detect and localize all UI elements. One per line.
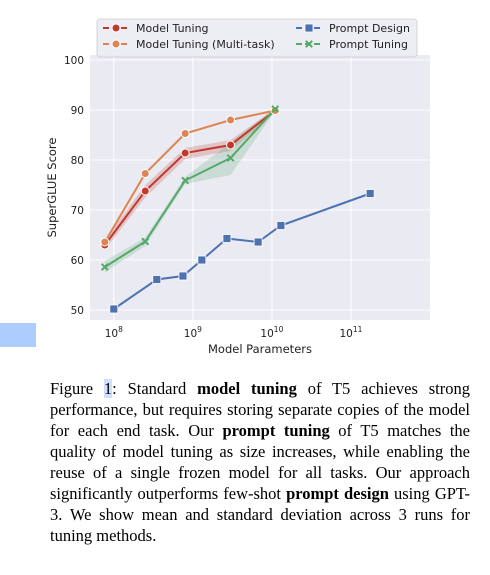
x-tick-label: 1010 — [260, 325, 283, 340]
model-tuning-legend-marker — [111, 23, 121, 33]
x-tick-label: 108 — [105, 325, 123, 340]
prompt-design-point — [152, 275, 162, 284]
model-tuning-multi-task-point — [180, 129, 190, 138]
prompt-tuning-point — [181, 176, 190, 185]
y-tick-label: 100 — [64, 55, 84, 67]
prompt-design-legend-marker — [304, 23, 314, 33]
caption-bold-model-tuning: model tuning — [197, 379, 297, 398]
grid — [90, 55, 430, 320]
model-tuning-multi-task-legend-label: Model Tuning (Multi-task) — [136, 38, 275, 51]
caption-text-1: of T5 achieves strong performance, but r… — [50, 379, 471, 440]
model-tuning-multi-task-point — [140, 169, 150, 178]
model-tuning-point — [140, 186, 150, 196]
caption-text-3: using GPT-3. We show mean and standard d… — [50, 484, 470, 545]
chart: 50 60 70 80 90 100 108 109 1010 1011 Model Param… — [45, 18, 430, 356]
x-tick-label: 109 — [184, 325, 202, 340]
prompt-tuning-point — [141, 237, 150, 246]
model-tuning-point — [180, 148, 190, 158]
legend: Model Tuning Model Tuning (Multi-task) Pro… — [96, 18, 418, 58]
model-tuning-multi-task-point — [270, 106, 280, 115]
prompt-design-point — [109, 304, 119, 314]
y-tick-labels: 50 60 70 80 90 100 — [64, 55, 84, 317]
y-tick-label: 90 — [71, 105, 84, 117]
prompt-design-point — [253, 237, 263, 247]
prompt-tuning-legend-label: Prompt Tuning — [329, 38, 408, 51]
prompt-design-legend-label: Prompt Design — [329, 22, 410, 35]
model-tuning-point — [226, 140, 236, 150]
y-tick-label: 70 — [71, 205, 84, 217]
caption-bold-prompt-tuning: prompt tuning — [222, 421, 330, 440]
prompt-tuning-point — [226, 154, 235, 162]
plot-background — [90, 55, 430, 320]
model-tuning-multi-task-point — [100, 237, 110, 247]
prompt-design-point — [197, 255, 207, 265]
caption-text-2: of T5 matches the quality of model tunin… — [50, 421, 470, 503]
caption-figure-word: Figure — [50, 379, 104, 398]
y-tick-label: 80 — [71, 155, 84, 167]
caption-bold-prompt-design: prompt design — [286, 484, 389, 503]
model-tuning-multi-task-legend-marker — [111, 39, 121, 49]
prompt-design-point — [222, 234, 232, 243]
prompt-tuning-point — [100, 263, 109, 271]
y-tick-label: 50 — [71, 305, 84, 317]
prompt-tuning-point — [271, 105, 280, 113]
model-tuning-multi-task-point — [226, 115, 236, 125]
x-axis-label: Model Parameters — [208, 342, 312, 356]
series-markers — [100, 105, 375, 314]
prompt-tuning-legend-marker — [305, 40, 313, 48]
x-tick-labels: 108 109 1010 1011 — [105, 325, 363, 340]
legend-box — [96, 18, 418, 58]
y-tick-label: 60 — [71, 255, 84, 267]
caption-colon: : Standard — [112, 379, 198, 398]
model-tuning-legend-label: Model Tuning — [136, 22, 209, 35]
prompt-design-point — [276, 221, 286, 230]
prompt-design-point — [365, 189, 375, 198]
margin-highlight — [0, 323, 36, 347]
x-tick-label: 1011 — [339, 325, 362, 340]
caption-figure-number[interactable]: 1 — [103, 379, 113, 398]
y-axis-label: SuperGLUE Score — [45, 138, 59, 238]
prompt-design-point — [178, 271, 188, 281]
figure-caption: Figure 1: Standard model tuning of T5 ac… — [50, 378, 470, 546]
